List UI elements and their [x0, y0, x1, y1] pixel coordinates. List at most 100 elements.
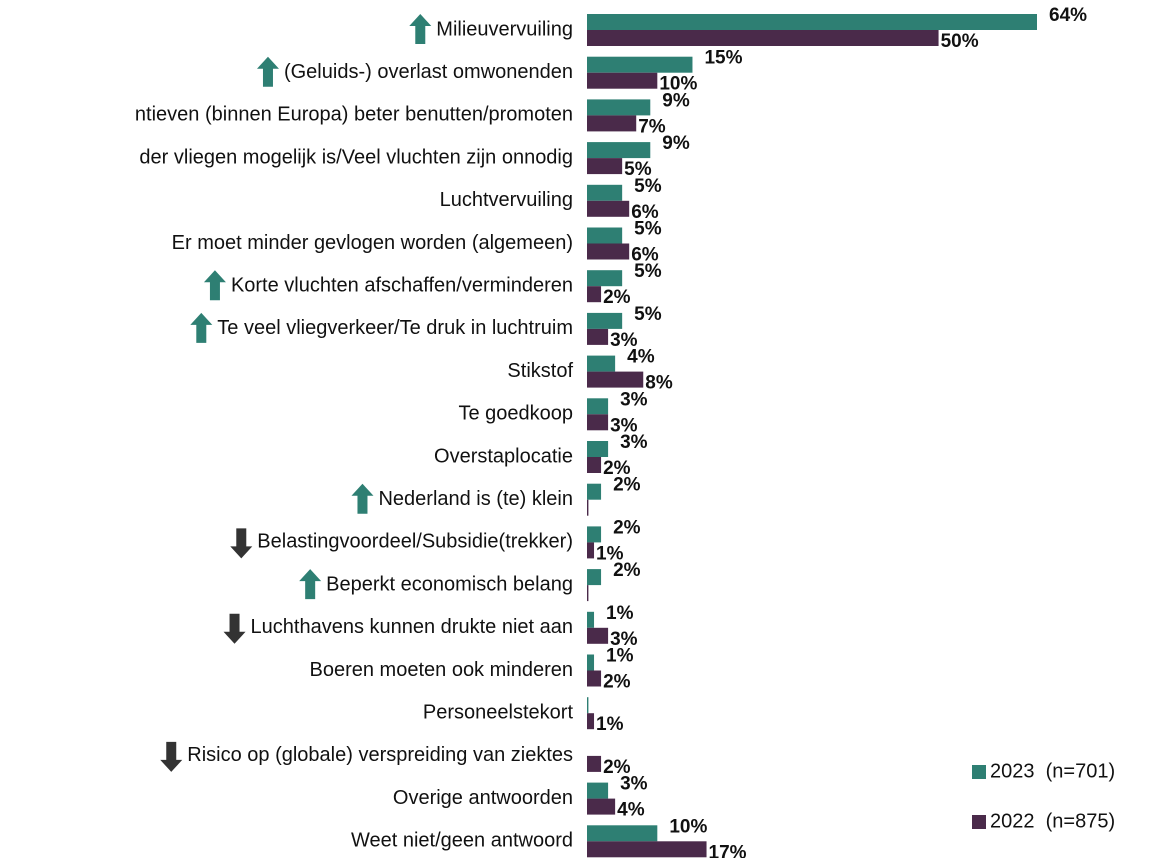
category-label: Te veel vliegverkeer/Te druk in luchtrui… — [217, 317, 573, 339]
value-label: 3% — [620, 432, 648, 453]
bar — [587, 569, 602, 586]
category-label: Risico op (globale) verspreiding van zie… — [187, 744, 573, 766]
value-label: 3% — [610, 415, 638, 436]
value-label: 5% — [634, 219, 662, 240]
category-label: Boeren moeten ook minderen — [310, 659, 574, 681]
bar — [587, 371, 644, 388]
legend-label: 2022 (n=875) — [990, 810, 1115, 832]
value-label: 2% — [603, 458, 631, 479]
bar — [587, 697, 589, 714]
value-label: 2% — [613, 475, 641, 496]
bar — [587, 611, 595, 628]
bar — [587, 184, 623, 201]
trend-arrow — [203, 270, 226, 301]
value-label: 2% — [603, 672, 631, 693]
value-label: 2% — [603, 287, 631, 308]
bar — [587, 585, 589, 602]
value-label: 50% — [941, 31, 979, 52]
value-label: 3% — [620, 774, 648, 795]
bar — [587, 499, 589, 516]
bar — [587, 627, 609, 644]
bar — [587, 542, 595, 559]
category-label: Personeelstekort — [423, 701, 574, 723]
bar — [587, 798, 616, 815]
category-label: Luchthavens kunnen drukte niet aan — [251, 616, 573, 638]
trend-arrow — [160, 741, 183, 772]
value-label: 15% — [704, 48, 742, 69]
bar — [587, 72, 658, 89]
category-label: Overstaplocatie — [434, 445, 573, 467]
category-label: Overige antwoorden — [393, 787, 573, 809]
value-label: 8% — [645, 373, 673, 394]
bar — [587, 713, 595, 730]
trend-arrow — [223, 613, 246, 644]
bar — [587, 782, 609, 799]
bar — [587, 227, 623, 244]
legend-swatch — [972, 815, 986, 829]
bar — [587, 286, 602, 303]
bar — [587, 99, 651, 116]
category-label: Er moet minder gevlogen worden (algemeen… — [172, 232, 573, 254]
value-label: 2% — [603, 757, 631, 778]
bar — [587, 200, 630, 217]
category-label: ntieven (binnen Europa) beter benutten/p… — [135, 104, 573, 126]
value-label: 10% — [669, 816, 707, 837]
value-label: 1% — [606, 646, 634, 667]
value-label: 5% — [624, 159, 652, 180]
bar — [587, 30, 939, 46]
value-label: 6% — [631, 245, 659, 266]
bar — [587, 243, 630, 260]
bar — [587, 654, 595, 671]
category-label: Belastingvoordeel/Subsidie(trekker) — [257, 531, 573, 553]
bar — [587, 526, 602, 543]
category-label: Luchtvervuiling — [440, 189, 573, 211]
bar — [587, 270, 623, 287]
value-label: 3% — [620, 389, 648, 410]
value-label: 3% — [610, 629, 638, 650]
bar — [587, 142, 651, 159]
value-label: 17% — [709, 842, 747, 858]
bar — [587, 158, 623, 175]
legend-swatch — [972, 765, 986, 779]
value-label: 1% — [596, 714, 624, 735]
bar — [587, 755, 602, 772]
value-label: 1% — [606, 603, 634, 624]
trend-arrow — [256, 56, 279, 87]
value-label: 64% — [1049, 5, 1087, 26]
trend-arrow — [409, 14, 432, 44]
bar — [587, 483, 602, 500]
trend-arrow — [351, 483, 374, 514]
category-label: Korte vluchten afschaffen/verminderen — [231, 274, 573, 296]
category-label: Beperkt economisch belang — [326, 573, 573, 595]
value-label: 2% — [613, 560, 641, 581]
value-label: 7% — [638, 116, 666, 137]
value-label: 5% — [634, 261, 662, 282]
value-label: 9% — [662, 133, 690, 154]
trend-arrow — [230, 528, 253, 559]
bar — [587, 56, 693, 73]
value-label: 5% — [634, 304, 662, 325]
bar — [587, 328, 609, 345]
bar — [587, 398, 609, 415]
value-label: 2% — [613, 517, 641, 538]
bar — [587, 841, 707, 858]
category-label: Stikstof — [507, 360, 573, 382]
bar — [587, 441, 609, 457]
bar — [587, 312, 623, 329]
bar — [587, 825, 658, 842]
category-label: Te goedkoop — [458, 403, 573, 425]
category-label: Nederland is (te) klein — [378, 488, 573, 510]
value-label: 6% — [631, 202, 659, 223]
legend-label: 2023 (n=701) — [990, 760, 1115, 782]
category-label: (Geluids-) overlast omwonenden — [284, 61, 573, 83]
category-label: der vliegen mogelijk is/Veel vluchten zi… — [139, 146, 573, 168]
trend-arrow — [299, 569, 322, 600]
category-label: Milieuvervuiling — [436, 18, 573, 40]
bar — [587, 115, 637, 132]
bar — [587, 457, 602, 473]
category-label: Weet niet/geen antwoord — [351, 830, 573, 852]
value-label: 1% — [596, 543, 624, 564]
bar — [587, 355, 616, 372]
value-label: 5% — [634, 176, 662, 197]
